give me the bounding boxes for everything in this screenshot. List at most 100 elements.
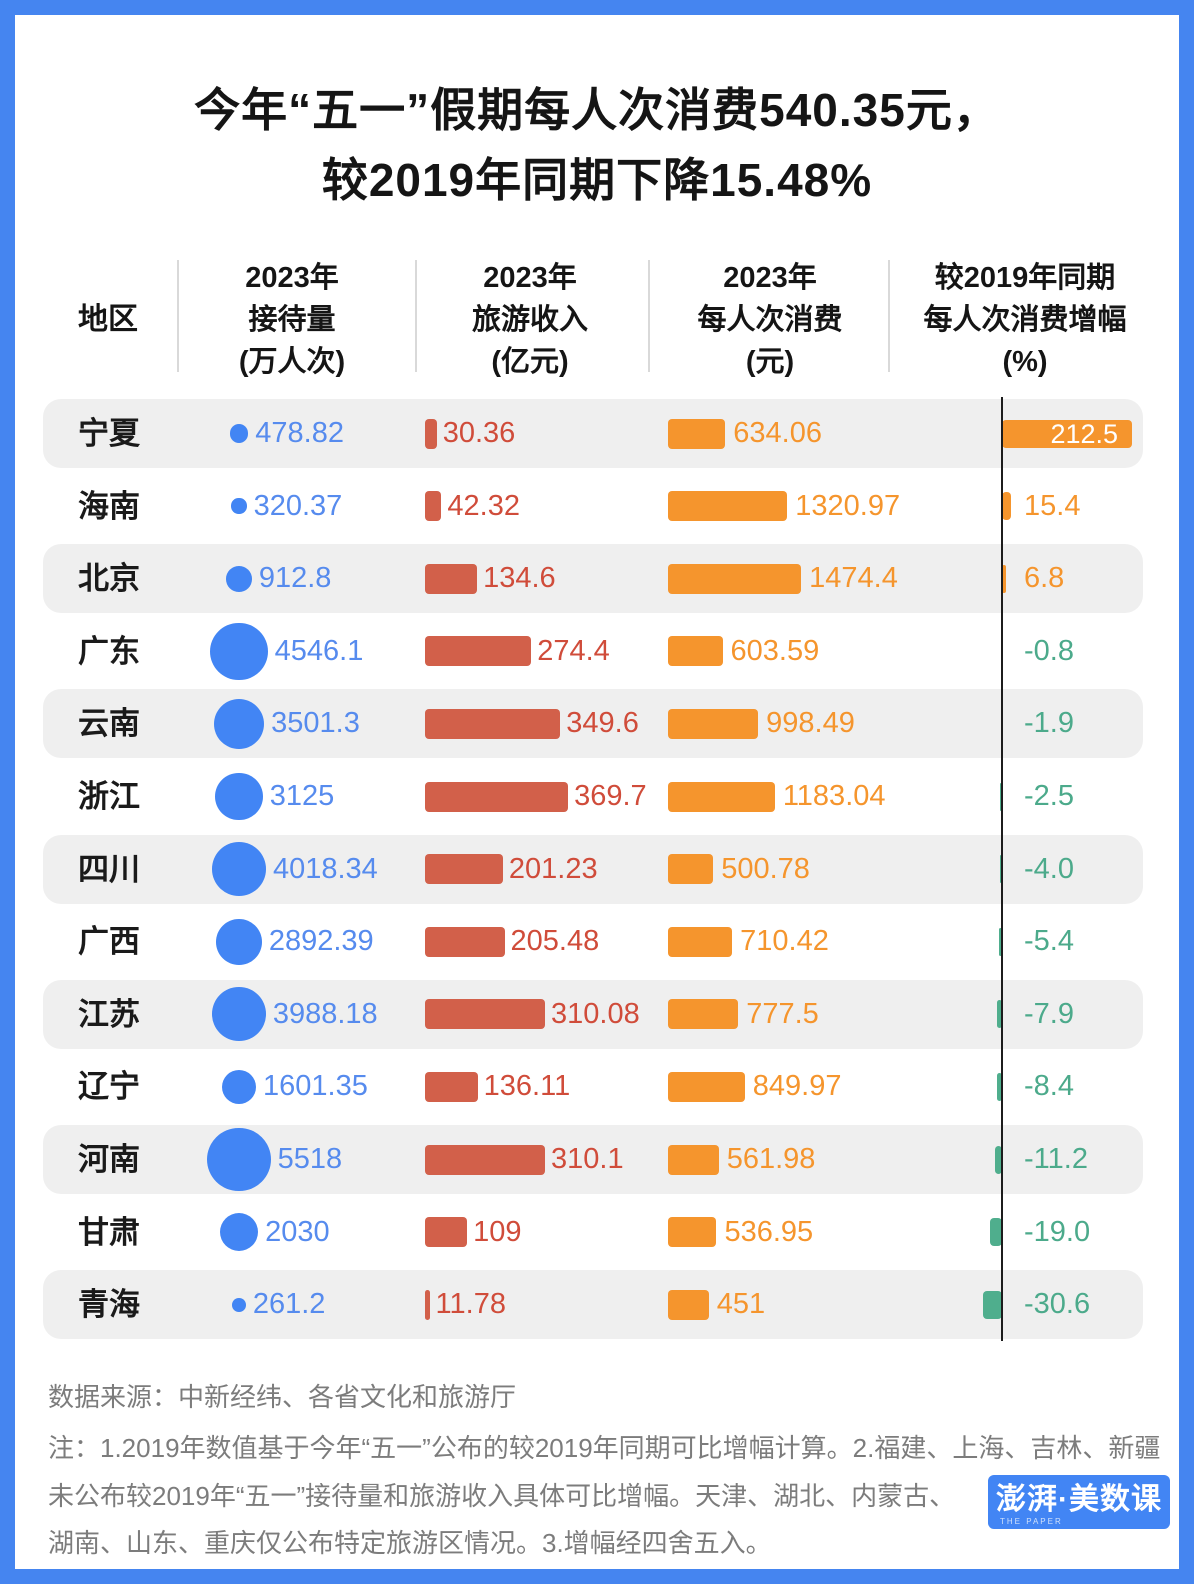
income-bar xyxy=(425,418,437,449)
logo-sub-text: THE PAPER xyxy=(1000,1517,1063,1526)
per-capita-value: 603.59 xyxy=(730,634,820,667)
region-label: 广西 xyxy=(78,924,140,960)
table-row: 广西 2892.39 205.48 710.42 -5.4 xyxy=(43,907,1143,976)
column-header-line: 每人次消费增幅 xyxy=(923,304,1127,336)
income-value: 11.78 xyxy=(435,1288,506,1321)
column-header-line: 2023年 xyxy=(245,262,339,294)
column-header: 2023年 每人次消费 (元) xyxy=(697,257,842,383)
chart-title: 今年“五一”假期每人次消费540.35元， 较2019年同期下降15.48% xyxy=(15,75,1179,215)
column-header: 2023年旅游收入 (亿元) xyxy=(472,257,588,383)
income-value: 349.6 xyxy=(566,707,639,740)
region-label: 云南 xyxy=(78,706,140,742)
reception-value: 5518 xyxy=(277,1143,343,1175)
reception-value: 2892.39 xyxy=(268,925,374,958)
chart-title-line2: 较2019年同期下降15.48% xyxy=(321,154,873,206)
column-header-line: 较2019年同期 xyxy=(934,262,1116,294)
income-value: 274.4 xyxy=(537,634,610,667)
reception-value: 3501.3 xyxy=(271,707,360,740)
growth-value: -2.5 xyxy=(1024,780,1074,812)
growth-bar xyxy=(996,1072,1002,1101)
per-capita-bar xyxy=(668,1217,717,1248)
table-row: 云南 3501.3 349.6 998.49 -1.9 xyxy=(43,689,1143,759)
region-label: 宁夏 xyxy=(78,416,140,451)
reception-bubble xyxy=(216,918,262,965)
growth-value: -8.4 xyxy=(1024,1070,1074,1103)
reception-bubble xyxy=(207,1127,271,1192)
income-bar xyxy=(425,1144,545,1175)
per-capita-bar xyxy=(668,999,739,1030)
income-value: 201.23 xyxy=(508,852,598,885)
per-capita-value: 1183.04 xyxy=(782,780,886,812)
income-value: 30.36 xyxy=(442,417,516,449)
income-bar xyxy=(425,563,478,594)
logo-main-text: 澎湃·美数课 xyxy=(996,1483,1162,1516)
row-background xyxy=(43,544,1143,614)
reception-value: 261.2 xyxy=(252,1288,326,1321)
reception-bubble xyxy=(212,987,266,1042)
header-divider xyxy=(177,260,179,372)
income-value: 369.7 xyxy=(574,780,647,812)
header-divider xyxy=(888,260,890,372)
income-bar xyxy=(425,491,442,522)
table-row: 四川 4018.34 201.23 500.78 -4.0 xyxy=(43,834,1143,904)
reception-bubble xyxy=(231,498,247,514)
header-divider xyxy=(648,260,650,372)
per-capita-value: 634.06 xyxy=(733,417,822,449)
footnote-line: 湖南、山东、重庆仅公布特定旅游区情况。3.增幅经四舍五入。 xyxy=(48,1528,772,1558)
column-header-line: (亿元) xyxy=(491,346,569,378)
growth-value: 6.8 xyxy=(1024,562,1065,595)
growth-value: 212.5 xyxy=(1050,418,1119,449)
reception-value: 478.82 xyxy=(255,417,344,449)
row-background xyxy=(43,1052,1143,1121)
growth-bar xyxy=(997,1000,1002,1029)
row-background xyxy=(43,1198,1143,1267)
income-bar xyxy=(425,636,532,667)
income-bar xyxy=(425,999,545,1030)
income-bar xyxy=(425,1071,478,1102)
per-capita-bar xyxy=(668,1071,745,1102)
column-header-line: 2023年 xyxy=(483,262,577,294)
income-bar xyxy=(425,781,569,812)
infographic-content: 今年“五一”假期每人次消费540.35元， 较2019年同期下降15.48% 地… xyxy=(15,15,1179,1569)
per-capita-value: 500.78 xyxy=(721,852,810,885)
column-header: 较2019年同期 每人次消费增幅 (%) xyxy=(923,257,1126,383)
reception-bubble xyxy=(219,1212,259,1252)
table-row: 河南 5518 310.1 561.98 -11.2 xyxy=(43,1125,1143,1194)
region-column-header: 地区 xyxy=(78,303,138,336)
table-row: 青海 261.2 11.78 451 -30.6 xyxy=(43,1270,1143,1340)
column-header-line: 每人次消费 xyxy=(697,304,843,336)
region-label: 浙江 xyxy=(78,779,140,814)
growth-bar xyxy=(1002,564,1007,593)
reception-bubble xyxy=(215,772,263,821)
footnote-line: 未公布较2019年“五一”接待量和旅游收入具体可比增幅。天津、湖北、内蒙古、 xyxy=(48,1480,956,1511)
per-capita-value: 777.5 xyxy=(746,997,819,1030)
growth-value: 15.4 xyxy=(1024,489,1081,522)
income-value: 136.11 xyxy=(483,1070,571,1103)
reception-bubble xyxy=(232,1297,246,1312)
reception-value: 3125 xyxy=(269,780,335,812)
table-row: 甘肃 2030 109 536.95 -19.0 xyxy=(43,1198,1143,1267)
column-header-line: 2023年 xyxy=(723,262,817,294)
row-background xyxy=(43,472,1143,541)
per-capita-value: 451 xyxy=(716,1288,766,1321)
growth-bar xyxy=(999,855,1002,884)
growth-bar xyxy=(998,927,1002,956)
growth-value: -7.9 xyxy=(1024,997,1074,1030)
column-header-line: 旅游收入 xyxy=(471,304,589,336)
growth-bar xyxy=(995,1145,1002,1174)
per-capita-value: 1474.4 xyxy=(809,562,898,595)
chart-title-line1: 今年“五一”假期每人次消费540.35元， xyxy=(194,84,1000,136)
region-label: 海南 xyxy=(78,488,140,524)
growth-value: -19.0 xyxy=(1024,1215,1091,1248)
footnotes: 注：1.2019年数值基于今年“五一”公布的较2019年同期可比增幅计算。2.福… xyxy=(48,1425,1160,1568)
reception-value: 4018.34 xyxy=(272,852,378,885)
column-header-line: 接待量 xyxy=(248,304,336,336)
table-row: 辽宁 1601.35 136.11 849.97 -8.4 xyxy=(43,1052,1143,1121)
per-capita-value: 1320.97 xyxy=(795,489,901,522)
region-label: 青海 xyxy=(78,1287,140,1323)
row-background xyxy=(43,399,1143,468)
reception-value: 912.8 xyxy=(258,562,332,595)
reception-bubble xyxy=(212,842,266,897)
growth-value: -11.2 xyxy=(1024,1143,1088,1175)
